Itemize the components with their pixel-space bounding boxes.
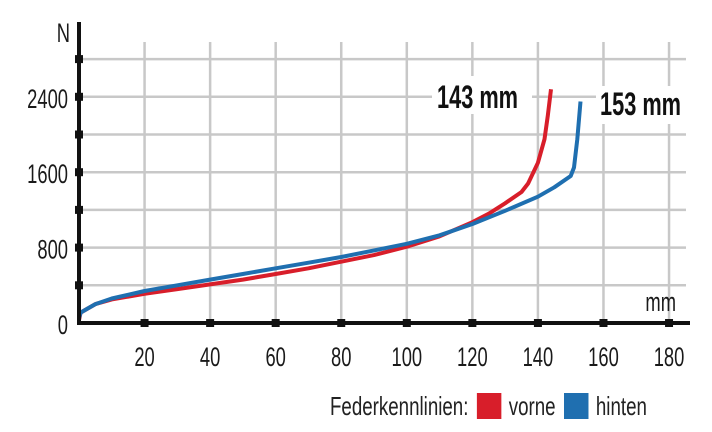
x-tick-label: 60: [265, 341, 285, 371]
x-tick-mark: [206, 319, 215, 327]
y-axis-title: N: [57, 17, 70, 47]
x-tick-label: 180: [654, 341, 685, 371]
series-vorne: [77, 89, 553, 321]
x-tick-label: 40: [200, 341, 220, 371]
end-label-vorne: 143 mm: [437, 79, 518, 115]
x-tick-label: 80: [331, 341, 351, 371]
x-tick-mark: [402, 319, 411, 327]
legend-label-hinten: hinten: [595, 390, 647, 421]
legend: Federkennlinien: vorne hinten: [330, 386, 647, 426]
legend-label-vorne: vorne: [508, 390, 556, 421]
legend-swatch-vorne: [477, 393, 502, 419]
x-tick-mark: [468, 319, 477, 327]
x-tick-mark: [271, 319, 280, 327]
grid: [79, 42, 686, 323]
series-lines: [77, 89, 583, 321]
y-tick-mark: [75, 92, 83, 101]
legend-swatch-hinten: [564, 393, 589, 419]
y-tick-label: 0: [58, 309, 68, 339]
x-axis-title: mm: [645, 286, 676, 316]
y-tick-label: 2400: [27, 83, 68, 113]
x-tick-label: 140: [523, 341, 554, 371]
axes: [75, 22, 690, 327]
y-tick-mark: [75, 55, 83, 64]
x-tick-label: 120: [457, 341, 488, 371]
y-tick-mark: [75, 243, 83, 252]
y-tick-mark: [75, 281, 83, 290]
x-tick-mark: [599, 319, 608, 327]
x-tick-mark: [337, 319, 346, 327]
end-labels: 143 mm 153 mm: [432, 76, 696, 124]
x-tick-mark: [665, 319, 674, 327]
y-tick-mark: [75, 205, 83, 214]
y-tick-mark: [75, 168, 83, 177]
x-tick-mark: [140, 319, 149, 327]
x-tick-label: 20: [134, 341, 154, 371]
y-tick-label: 800: [37, 234, 68, 264]
axis-labels: 0 800 1600 2400 20 40 60 80 100 120 140 160 180 Nmm: [27, 17, 684, 371]
x-tick-mark: [533, 319, 542, 327]
x-tick-label: 160: [588, 341, 619, 371]
series-hinten: [77, 101, 583, 319]
y-tick-mark: [75, 130, 83, 139]
x-tick-label: 100: [391, 341, 422, 371]
legend-title: Federkennlinien:: [330, 390, 469, 421]
end-label-hinten: 153 mm: [600, 86, 681, 122]
y-tick-label: 1600: [27, 159, 68, 189]
